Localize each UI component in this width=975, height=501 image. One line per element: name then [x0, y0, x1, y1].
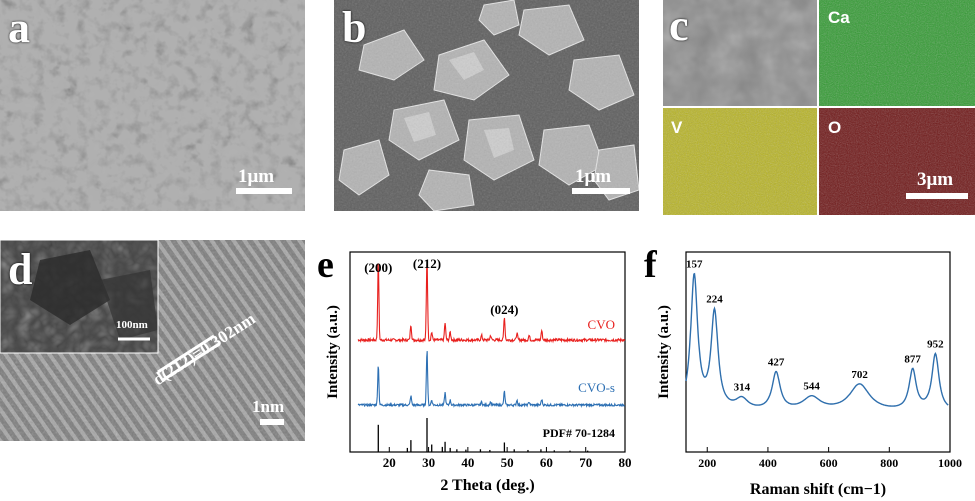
x-tick-label-6: 80	[619, 455, 632, 470]
raman-peak-label-2: 314	[734, 382, 751, 394]
inset-scale-label: 100nm	[116, 319, 148, 331]
scale-bar-a	[236, 188, 292, 194]
raman-peak-label-1: 224	[706, 294, 723, 306]
x-tick-label-2: 40	[461, 455, 474, 470]
raman-plot-frame	[685, 251, 951, 453]
xrd-plot-frame	[349, 251, 626, 453]
raman-chart-f: 157 224 314 427 544 702 877 952 200 400 600 800 1000…	[640, 240, 975, 501]
panel-letter-c: c	[669, 1, 689, 50]
raman-x-tick-label-1: 400	[759, 456, 777, 470]
eds-mapping-c: c Ca V O 3μm	[663, 0, 975, 215]
xrd-series-cvo-s	[357, 351, 626, 409]
sem-b-flakes	[334, 0, 639, 211]
x-axis-title: 2 Theta (deg.)	[440, 477, 534, 494]
raman-peak-label-3: 427	[768, 356, 785, 368]
raman-plot: 157 224 314 427 544 702 877 952 200 400 600 800 1000…	[656, 251, 962, 498]
peak-annotation-1: (212)	[413, 256, 441, 271]
scale-bar-label-c: 3μm	[917, 169, 954, 190]
d-spacing-marker	[157, 334, 220, 382]
series-label-cvo-s: CVO-s	[578, 380, 615, 395]
raman-peak-label-4: 544	[803, 381, 820, 393]
raman-peak-label-0: 157	[686, 258, 703, 270]
raman-x-tick-label-0: 200	[698, 456, 716, 470]
xrd-series-cvo	[357, 261, 626, 344]
map-label-ca: Ca	[828, 8, 850, 27]
raman-x-tick-label-4: 1000	[938, 456, 962, 470]
raman-spectrum-line	[685, 272, 949, 407]
scale-bar-label-a: 1μm	[238, 166, 275, 187]
panel-letter-d: d	[8, 245, 33, 294]
map-label-v: V	[671, 118, 683, 137]
peak-annotation-2: (024)	[490, 302, 518, 317]
map-label-o: O	[828, 118, 842, 137]
raman-peak-label-6: 877	[904, 353, 921, 365]
eds-maps	[663, 0, 975, 215]
x-tick-label-0: 20	[383, 455, 396, 470]
raman-peak-label-5: 702	[851, 369, 868, 381]
panel-letter-b: b	[342, 3, 367, 52]
xrd-plot: CVO CVO-s PDF# 70-1284 (200) (212) (024) 20 30 4…	[325, 251, 632, 494]
scale-bar-c	[906, 193, 968, 199]
x-tick-label-3: 50	[501, 455, 514, 470]
raman-x-tick-label-2: 600	[820, 456, 838, 470]
series-label-cvo: CVO	[588, 317, 615, 332]
panel-letter-a: a	[8, 3, 30, 52]
raman-x-axis-title: Raman shift (cm−1)	[750, 481, 886, 498]
scale-bar-d	[260, 419, 284, 425]
x-tick-label-4: 60	[540, 455, 553, 470]
sem-image-a: a 1μm	[0, 0, 305, 211]
xrd-chart-e: CVO CVO-s PDF# 70-1284 (200) (212) (024) 20 30 4…	[315, 240, 640, 501]
raman-y-axis-title: Intensity (a.u.)	[656, 305, 672, 399]
hrtem-lattice	[0, 240, 305, 441]
raman-peak-label-7: 952	[927, 338, 944, 350]
scale-bar-label-d: 1nm	[252, 397, 285, 416]
panel-letter-e: e	[317, 244, 334, 286]
panel-letter-f: f	[644, 244, 657, 286]
sem-image-b: b 1μm	[334, 0, 639, 211]
x-tick-label-1: 30	[422, 455, 435, 470]
y-axis-title: Intensity (a.u.)	[325, 305, 341, 399]
scale-bar-b	[572, 188, 630, 194]
peak-annotation-0: (200)	[364, 260, 392, 275]
raman-x-tick-label-3: 800	[880, 456, 898, 470]
series-label-pdf: PDF# 70-1284	[543, 426, 615, 440]
hrtem-image-d: d 100nm d(212)=0.302nm 1nm	[0, 240, 305, 441]
sem-a-texture	[0, 0, 305, 211]
scale-bar-label-b: 1μm	[575, 166, 612, 187]
x-tick-label-5: 70	[579, 455, 592, 470]
